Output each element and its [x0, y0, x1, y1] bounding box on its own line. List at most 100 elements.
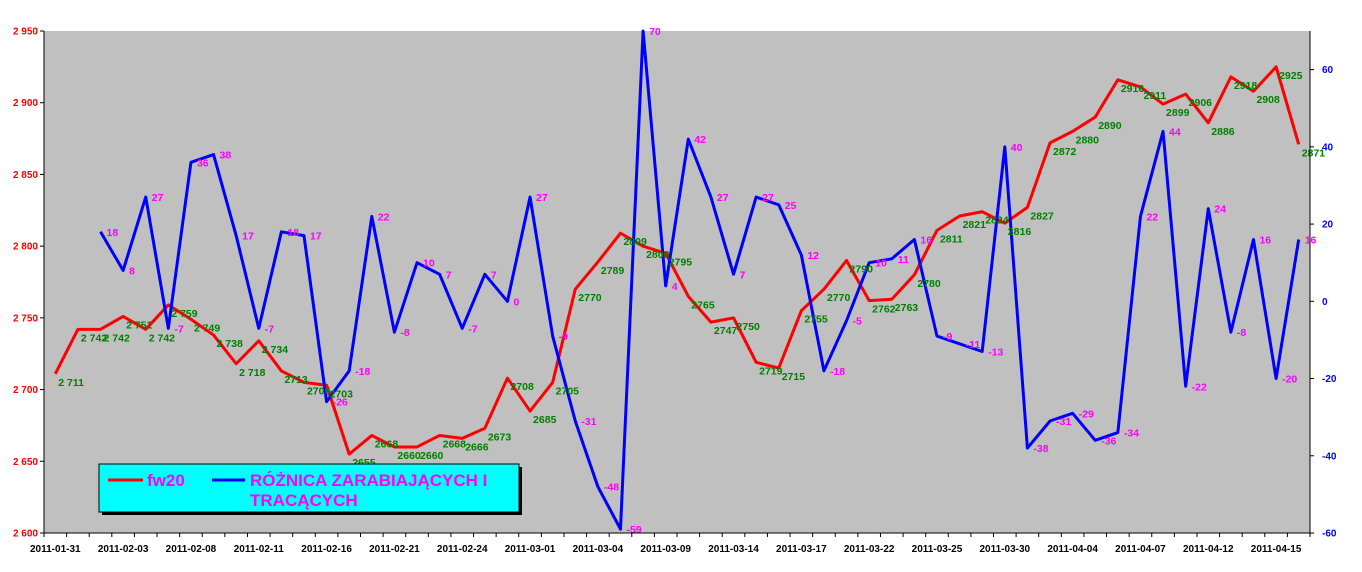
data-label-diff: 38	[220, 150, 232, 162]
data-label-diff: -48	[604, 482, 619, 494]
data-label-diff: -9	[559, 331, 568, 343]
x-tick-label: 2011-02-21	[369, 544, 420, 555]
data-label-fw20: 2780	[917, 278, 941, 290]
x-tick-label: 2011-04-12	[1183, 544, 1234, 555]
data-label-diff: -5	[853, 316, 862, 328]
data-label-diff: 24	[1214, 204, 1226, 216]
x-tick-label: 2011-02-08	[166, 544, 217, 555]
data-label-fw20: 2795	[669, 256, 693, 268]
legend: fw20 RÓŻNICA ZARABIAJĄCYCH I TRACĄCYCH	[98, 463, 522, 515]
data-label-diff: 27	[152, 192, 164, 204]
data-label-fw20: 2821	[963, 219, 987, 231]
left-tick-label: 2 800	[13, 242, 38, 253]
series-line-fw20	[53, 65, 1301, 456]
data-label-diff: 16	[1305, 235, 1317, 247]
right-tick-label: -40	[1322, 451, 1337, 462]
data-label-fw20: 2 718	[239, 367, 265, 379]
data-label-fw20: 2 742	[81, 332, 107, 344]
data-label-diff: 16	[1259, 235, 1271, 247]
data-label-fw20: 2 749	[194, 322, 220, 334]
data-label-diff: 11	[898, 254, 909, 266]
data-label-fw20: 2886	[1211, 126, 1235, 138]
data-label-fw20: 2715	[782, 371, 806, 383]
data-label-fw20: 2673	[488, 431, 512, 443]
left-tick-label: 2 900	[13, 98, 38, 109]
data-label-fw20: 2705	[307, 385, 331, 397]
data-label-fw20: 2668	[375, 438, 399, 450]
x-tick-label: 2011-02-16	[301, 544, 352, 555]
data-label-diff: -36	[1101, 435, 1116, 447]
x-tick-label: 2011-01-31	[30, 544, 81, 555]
data-label-fw20: 2816	[1008, 226, 1032, 238]
data-label-diff: -9	[943, 331, 952, 343]
data-label-fw20: 2880	[1076, 134, 1100, 146]
data-label-diff: -34	[1124, 428, 1139, 440]
data-label-fw20: 2872	[1053, 146, 1077, 158]
x-tick-label: 2011-02-03	[98, 544, 149, 555]
data-label-diff: 70	[649, 26, 661, 38]
series-line-diff	[99, 29, 1301, 531]
data-label-diff: -59	[626, 524, 641, 536]
data-label-fw20: 2 742	[149, 332, 175, 344]
data-label-diff: 27	[762, 192, 774, 204]
data-label-fw20: 2713	[284, 374, 308, 386]
data-label-fw20: 2750	[737, 321, 761, 333]
right-tick-label: 0	[1322, 297, 1328, 308]
data-label-fw20: 2911	[1143, 90, 1166, 102]
x-tick-label: 2011-04-07	[1115, 544, 1166, 555]
data-label-diff: -18	[355, 366, 370, 378]
data-label-diff: -20	[1282, 374, 1297, 386]
data-label-diff: -29	[1079, 408, 1094, 420]
data-label-fw20: 2916	[1121, 83, 1145, 95]
left-tick-label: 2 650	[13, 457, 38, 468]
data-label-fw20: 2 759	[171, 308, 197, 320]
data-label-diff: 7	[446, 269, 452, 281]
x-tick-label: 2011-03-25	[912, 544, 963, 555]
data-label-fw20: 2890	[1098, 120, 1122, 132]
data-label-diff: 17	[310, 231, 322, 243]
data-label-diff: 22	[1146, 211, 1158, 223]
data-label-diff: -26	[333, 397, 348, 409]
data-label-fw20: 2800	[646, 249, 670, 261]
left-tick-label: 2 750	[13, 313, 38, 324]
data-label-fw20: 2747	[714, 325, 738, 337]
data-label-fw20: 2705	[556, 385, 580, 397]
data-label-fw20: 2765	[691, 299, 715, 311]
data-label-fw20: 2770	[578, 292, 602, 304]
right-tick-label: 40	[1322, 142, 1334, 153]
x-tick-label: 2011-03-14	[708, 544, 759, 555]
data-label-fw20: 2703	[330, 388, 354, 400]
data-label-diff: 42	[694, 134, 706, 146]
x-tick-label: 2011-04-04	[1047, 544, 1098, 555]
x-tick-label: 2011-03-17	[776, 544, 827, 555]
data-label-fw20: 2 734	[262, 344, 288, 356]
data-label-fw20: 2918	[1234, 80, 1258, 92]
x-tick-label: 2011-03-01	[505, 544, 556, 555]
plot-area	[44, 31, 1310, 533]
data-label-fw20: 2708	[510, 381, 534, 393]
x-tick-label: 2011-03-22	[844, 544, 895, 555]
x-tick-label: 2011-03-30	[979, 544, 1030, 555]
data-label-fw20: 2827	[1030, 210, 1054, 222]
data-label-diff: 16	[920, 235, 932, 247]
data-label-diff: 18	[107, 227, 119, 239]
data-label-diff: 27	[717, 192, 729, 204]
x-tick-label: 2011-02-11	[234, 544, 284, 555]
data-label-fw20: 2790	[850, 263, 874, 275]
data-label-diff: 10	[875, 258, 887, 270]
data-label-fw20: 2660	[420, 450, 444, 462]
data-label-fw20: 2755	[804, 314, 828, 326]
data-label-diff: -18	[830, 366, 845, 378]
data-label-fw20: 2719	[759, 365, 783, 377]
data-label-diff: 0	[513, 296, 519, 308]
data-label-diff: -11	[966, 339, 981, 351]
data-label-diff: 18	[287, 227, 299, 239]
data-label-diff: 22	[378, 211, 390, 223]
data-label-diff: -31	[581, 416, 596, 428]
data-label-diff: 7	[740, 269, 746, 281]
data-label-diff: -7	[468, 323, 477, 335]
legend-label-diff-line2: TRACĄCYCH	[250, 491, 358, 510]
legend-box	[98, 463, 520, 513]
right-tick-label: -60	[1322, 529, 1337, 540]
data-label-diff: 44	[1169, 126, 1181, 138]
